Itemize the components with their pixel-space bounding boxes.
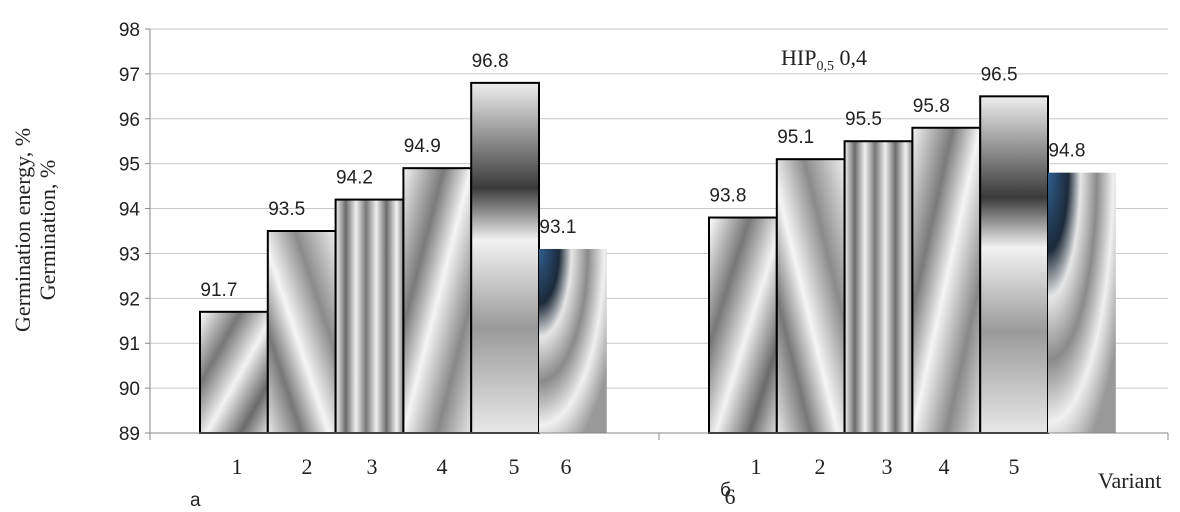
bar-b-4 [911,126,982,434]
y-axis-label-line-1: Germination energy, % [10,128,35,332]
data-label: 96.5 [981,64,1018,85]
category-label: 5 [1009,454,1020,479]
bar-b-6 [1048,172,1116,433]
category-label: 4 [437,454,448,479]
bar-a-6 [539,248,607,433]
category-label: 1 [232,454,243,479]
bar-a-1 [199,310,269,434]
y-tick-label: 94 [119,200,141,221]
y-tick-label: 91 [119,334,140,355]
data-label: 95.5 [845,109,882,130]
data-label: 95.8 [913,96,950,117]
y-tick-label: 95 [119,155,140,176]
category-label: 4 [939,454,950,479]
labels: 89 90 91 92 93 94 95 96 97 98 91.7 1 93.5 2 94.2 3 94.9 4… [119,20,1086,509]
data-label: 94.2 [336,168,373,189]
bar-b-3 [843,140,914,434]
y-axis-label-line-2: Germination, % [35,160,60,301]
bar-b-5 [979,95,1050,434]
y-tick-label: 97 [119,65,140,86]
y-tick-label: 93 [119,244,140,265]
bar-b-2 [775,158,846,435]
group-label-a: а [190,490,201,511]
group-label-b: б [720,480,731,501]
bar-a-4 [402,167,473,434]
bar-a-5 [470,81,541,434]
hip-annotation: HIP0,5 0,4 [781,45,867,74]
y-tick-label: 98 [119,20,140,41]
bars [199,81,1116,435]
y-tick-label: 90 [119,379,140,400]
axes [145,28,1169,440]
data-label: 96.8 [472,51,509,72]
data-label: 95.1 [777,127,814,148]
data-label: 93.8 [709,186,746,207]
data-label: 91.7 [200,280,237,301]
category-label: 1 [751,454,762,479]
y-tick-label: 89 [119,424,140,445]
category-label: 2 [302,454,313,479]
bar-a-3 [334,198,405,434]
y-tick-label: 96 [119,110,140,131]
category-label: 2 [815,454,826,479]
category-label: 6 [725,484,736,509]
category-label: 3 [367,454,378,479]
y-tick-label: 92 [119,289,140,310]
category-label: 3 [882,454,893,479]
x-axis-label: Variant [1098,468,1162,493]
category-label: 6 [561,454,572,479]
data-label: 93.1 [539,217,576,238]
data-label: 93.5 [268,199,305,220]
data-label: 94.8 [1048,141,1085,162]
data-label: 94.9 [404,136,441,157]
bar-a-2 [266,230,337,434]
bar-b-1 [708,216,778,434]
category-label: 5 [509,454,520,479]
